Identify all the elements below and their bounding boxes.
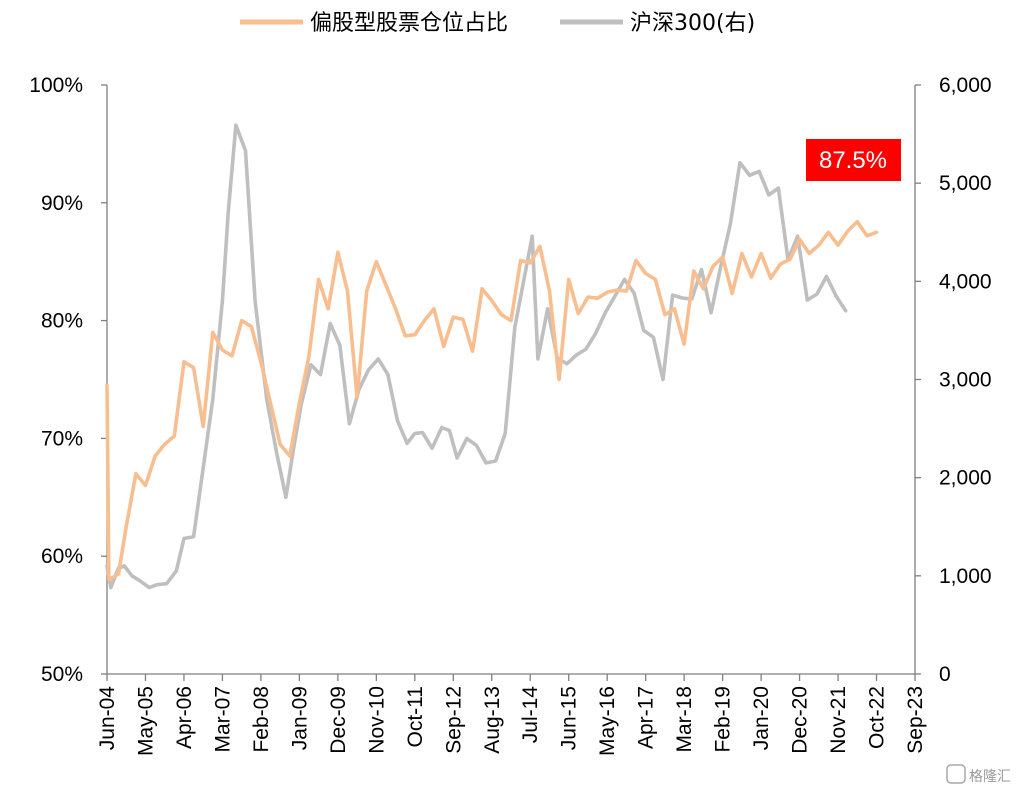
y-left-tick-label: 90% bbox=[41, 192, 83, 215]
watermark: 格隆汇 bbox=[946, 764, 1011, 785]
legend-label-0: 偏股型股票仓位占比 bbox=[310, 11, 508, 36]
watermark-text: 格隆汇 bbox=[969, 769, 1011, 785]
x-tick-label: Jan-20 bbox=[750, 686, 773, 750]
x-tick-label: Mar-18 bbox=[673, 686, 696, 753]
x-tick-label: Oct-22 bbox=[866, 686, 889, 749]
series-line-0 bbox=[105, 219, 879, 582]
y-left-tick-label: 60% bbox=[41, 545, 83, 568]
x-tick-label: May-16 bbox=[596, 686, 619, 756]
y-left-tick-label: 50% bbox=[41, 663, 83, 686]
x-tick-label: Sep-12 bbox=[442, 686, 465, 754]
x-tick-label: Dec-09 bbox=[327, 686, 350, 754]
x-tick-label: Dec-20 bbox=[789, 686, 812, 754]
x-tick-label: Nov-10 bbox=[365, 686, 388, 754]
x-tick-label: Oct-11 bbox=[404, 686, 427, 747]
x-tick-label: Mar-07 bbox=[211, 686, 234, 753]
x-tick-label: Jul-14 bbox=[519, 686, 542, 744]
legend-label-1: 沪深300(右) bbox=[630, 11, 755, 36]
x-tick-label: Jun-15 bbox=[558, 686, 581, 750]
y-right-tick-label: 1,000 bbox=[939, 565, 992, 588]
series-layer bbox=[105, 123, 879, 590]
x-tick-label: Sep-23 bbox=[904, 686, 927, 754]
axes: 50% 60% 70% 80% 90% 100% 0 1,000 2,000 3,000 4,000… bbox=[29, 74, 991, 756]
x-tick-label: Apr-17 bbox=[635, 686, 658, 749]
y-right-tick-label: 0 bbox=[939, 663, 951, 686]
y-left-tick-label: 70% bbox=[41, 427, 83, 450]
x-tick-label: Aug-13 bbox=[481, 686, 504, 754]
x-tick-label: Jun-04 bbox=[96, 686, 119, 751]
x-tick-label: Feb-08 bbox=[250, 686, 273, 753]
legend: 偏股型股票仓位占比 沪深300(右) bbox=[240, 11, 755, 36]
y-left-tick-label: 100% bbox=[29, 74, 83, 97]
callout-label: 87.5% bbox=[819, 147, 887, 174]
callout-box bbox=[806, 139, 901, 181]
x-tick-label: Feb-19 bbox=[712, 686, 735, 753]
y-right-tick-label: 5,000 bbox=[939, 172, 992, 195]
x-tick-label: Nov-21 bbox=[827, 686, 850, 754]
y-left-tick-label: 80% bbox=[41, 310, 83, 333]
watermark-logo-icon bbox=[946, 764, 966, 784]
y-right-tick-label: 4,000 bbox=[939, 270, 992, 293]
x-tick-label: Jan-09 bbox=[288, 686, 311, 750]
annotation-layer: 87.5% bbox=[806, 139, 901, 181]
y-right-tick-label: 3,000 bbox=[939, 369, 992, 392]
y-right-tick-label: 2,000 bbox=[939, 467, 992, 490]
x-tick-label: May-05 bbox=[134, 686, 157, 756]
x-tick-label: Apr-06 bbox=[173, 686, 196, 749]
y-right-tick-label: 6,000 bbox=[939, 74, 992, 97]
series-line-1 bbox=[105, 123, 848, 590]
